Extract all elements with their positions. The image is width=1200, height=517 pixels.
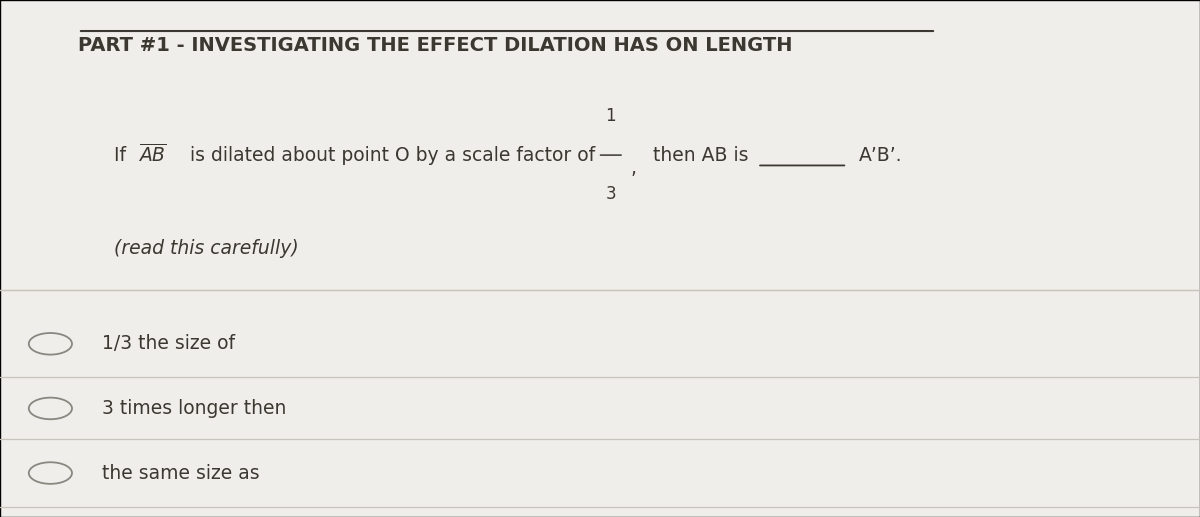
Text: 1: 1	[606, 108, 616, 125]
Text: A’B’.: A’B’.	[859, 146, 902, 164]
Text: 3 times longer then: 3 times longer then	[102, 399, 287, 418]
Text: If: If	[114, 146, 132, 164]
Text: then AB is: then AB is	[647, 146, 749, 164]
Text: 1/3 the size of: 1/3 the size of	[102, 334, 235, 353]
Text: (read this carefully): (read this carefully)	[114, 239, 299, 257]
Text: the same size as: the same size as	[102, 464, 259, 482]
Text: ,: ,	[630, 159, 636, 177]
Text: is dilated about point O by a scale factor of: is dilated about point O by a scale fact…	[184, 146, 595, 164]
Text: $\overline{AB}$: $\overline{AB}$	[138, 144, 167, 166]
Text: 3: 3	[606, 185, 616, 203]
Text: PART #1 - INVESTIGATING THE EFFECT DILATION HAS ON LENGTH: PART #1 - INVESTIGATING THE EFFECT DILAT…	[78, 36, 792, 55]
